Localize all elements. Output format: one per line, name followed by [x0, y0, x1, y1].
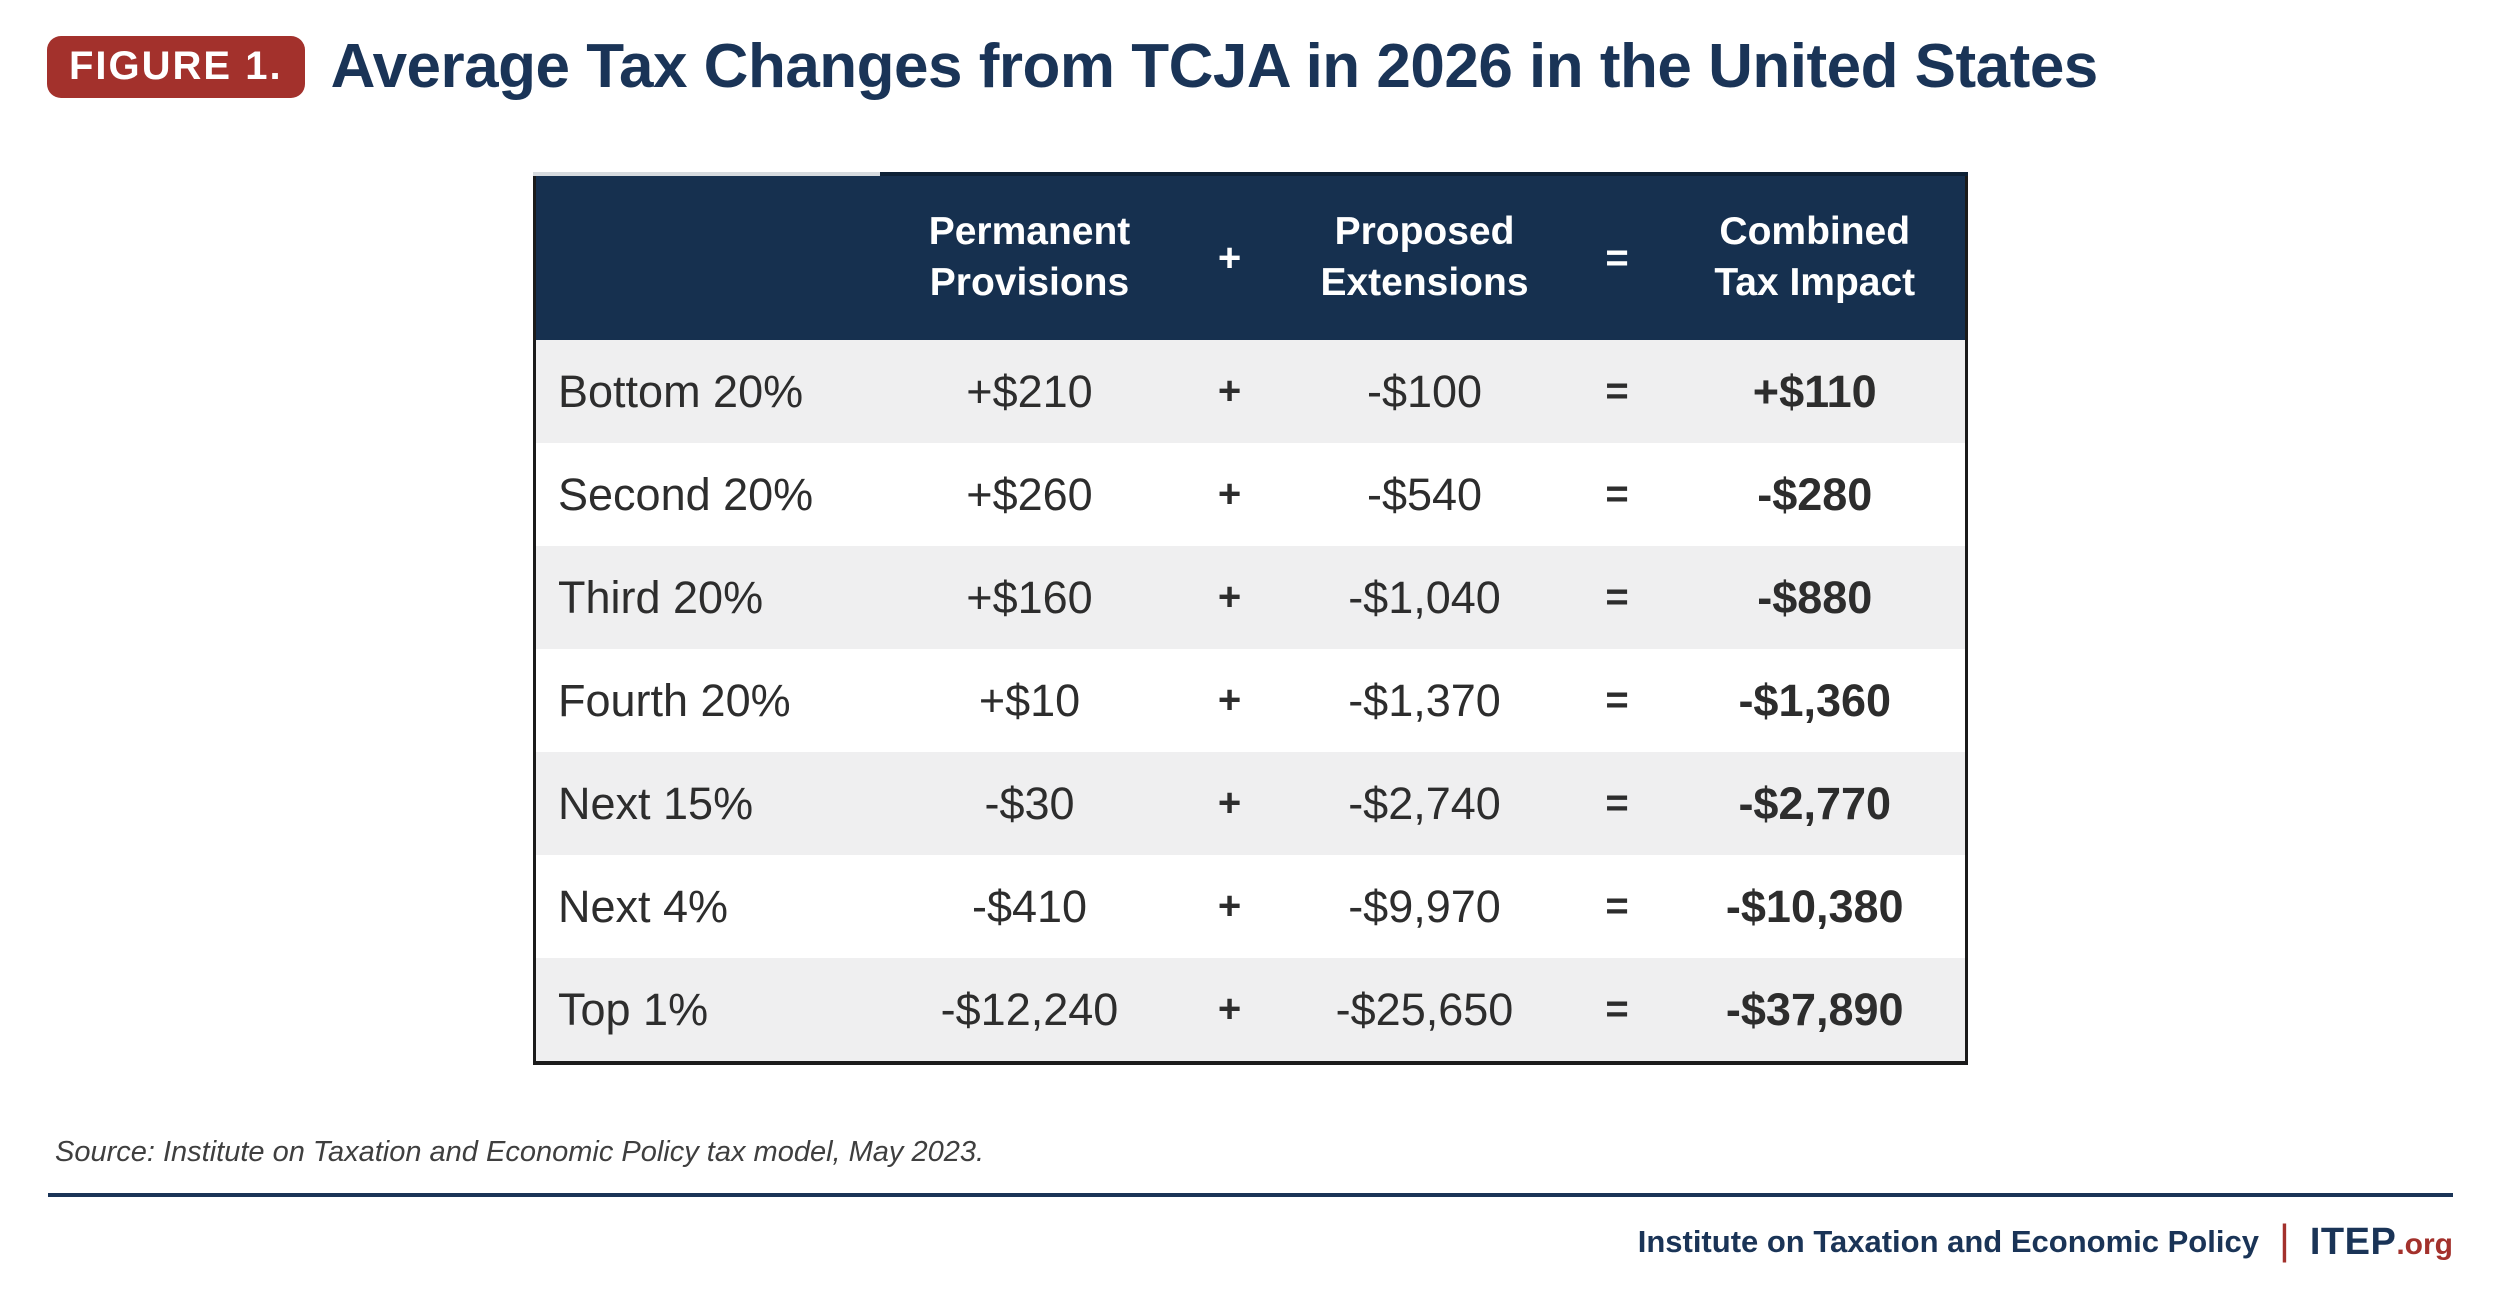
permanent-value: -$12,240 — [879, 958, 1180, 1065]
footer-divider — [48, 1193, 2453, 1197]
combined-value: +$110 — [1664, 340, 1968, 443]
equals-sign: = — [1569, 340, 1665, 443]
tax-changes-table: Permanent Provisions + Proposed Extensio… — [533, 172, 1968, 1065]
proposed-value: -$1,040 — [1279, 546, 1570, 649]
plus-sign: + — [1179, 443, 1280, 546]
row-label: Top 1% — [533, 958, 880, 1065]
table-row: Top 1% -$12,240 + -$25,650 = -$37,890 — [533, 958, 1968, 1065]
row-label: Second 20% — [533, 443, 880, 546]
permanent-value: +$260 — [879, 443, 1180, 546]
plus-sign: + — [1179, 340, 1280, 443]
header-plus-sign: + — [1179, 172, 1280, 340]
combined-value: -$880 — [1664, 546, 1968, 649]
row-label: Next 15% — [533, 752, 880, 855]
footer-brand-logo: ITEP .org — [2310, 1221, 2453, 1264]
page-title: Average Tax Changes from TCJA in 2026 in… — [330, 32, 2099, 101]
plus-sign: + — [1179, 546, 1280, 649]
source-note: Source: Institute on Taxation and Econom… — [55, 1136, 985, 1168]
plus-sign: + — [1179, 855, 1280, 958]
equals-sign: = — [1569, 855, 1665, 958]
permanent-value: -$30 — [879, 752, 1180, 855]
header-corner-cell — [533, 172, 880, 340]
table-row: Fourth 20% +$10 + -$1,370 = -$1,360 — [533, 649, 1968, 752]
row-label: Next 4% — [533, 855, 880, 958]
combined-value: -$2,770 — [1664, 752, 1968, 855]
header-combined-tax-impact: Combined Tax Impact — [1664, 172, 1968, 340]
figure-header: FIGURE 1. Average Tax Changes from TCJA … — [47, 36, 2098, 98]
table-header-row: Permanent Provisions + Proposed Extensio… — [533, 172, 1968, 340]
equals-sign: = — [1569, 649, 1665, 752]
footer: Institute on Taxation and Economic Polic… — [1638, 1216, 2453, 1268]
proposed-value: -$9,970 — [1279, 855, 1570, 958]
equals-sign: = — [1569, 443, 1665, 546]
permanent-value: -$410 — [879, 855, 1180, 958]
plus-sign: + — [1179, 752, 1280, 855]
footer-org-name: Institute on Taxation and Economic Polic… — [1637, 1224, 2259, 1259]
proposed-value: -$25,650 — [1279, 958, 1570, 1065]
combined-value: -$10,380 — [1664, 855, 1968, 958]
footer-brand-itep: ITEP — [2309, 1220, 2397, 1263]
header-proposed-extensions: Proposed Extensions — [1279, 172, 1570, 340]
footer-separator: | — [2278, 1216, 2290, 1263]
combined-value: -$280 — [1664, 443, 1968, 546]
equals-sign: = — [1569, 752, 1665, 855]
proposed-value: -$2,740 — [1279, 752, 1570, 855]
table-row: Third 20% +$160 + -$1,040 = -$880 — [533, 546, 1968, 649]
equals-sign: = — [1569, 546, 1665, 649]
table-row: Second 20% +$260 + -$540 = -$280 — [533, 443, 1968, 546]
proposed-value: -$1,370 — [1279, 649, 1570, 752]
table-row: Next 15% -$30 + -$2,740 = -$2,770 — [533, 752, 1968, 855]
proposed-value: -$100 — [1279, 340, 1570, 443]
footer-brand-org-suffix: .org — [2396, 1227, 2453, 1261]
header-equals-sign: = — [1569, 172, 1665, 340]
permanent-value: +$160 — [879, 546, 1180, 649]
permanent-value: +$210 — [879, 340, 1180, 443]
plus-sign: + — [1179, 649, 1280, 752]
equals-sign: = — [1569, 958, 1665, 1065]
row-label: Bottom 20% — [533, 340, 880, 443]
row-label: Fourth 20% — [533, 649, 880, 752]
table-row: Bottom 20% +$210 + -$100 = +$110 — [533, 340, 1968, 443]
permanent-value: +$10 — [879, 649, 1180, 752]
row-label: Third 20% — [533, 546, 880, 649]
combined-value: -$1,360 — [1664, 649, 1968, 752]
proposed-value: -$540 — [1279, 443, 1570, 546]
table-row: Next 4% -$410 + -$9,970 = -$10,380 — [533, 855, 1968, 958]
combined-value: -$37,890 — [1664, 958, 1968, 1065]
figure-badge: FIGURE 1. — [47, 36, 305, 98]
header-permanent-provisions: Permanent Provisions — [879, 172, 1180, 340]
plus-sign: + — [1179, 958, 1280, 1065]
